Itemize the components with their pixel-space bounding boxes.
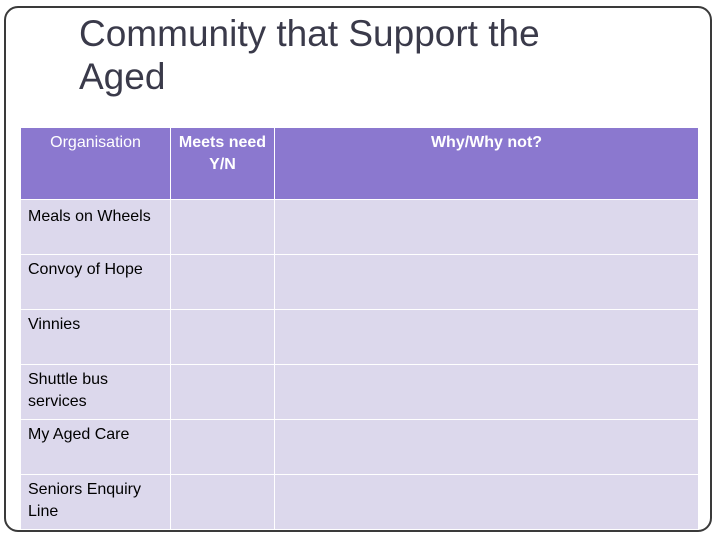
cell-meets-need[interactable] xyxy=(170,309,275,365)
title-line-1: Community that Support the xyxy=(79,13,540,54)
slide-frame xyxy=(4,6,712,532)
cell-meets-need[interactable] xyxy=(170,419,275,475)
table-header-row: Organisation Meets need Y/N Why/Why not? xyxy=(20,127,699,200)
header-why: Why/Why not? xyxy=(274,127,699,200)
header-meets-need: Meets need Y/N xyxy=(170,127,275,200)
cell-organisation: Convoy of Hope xyxy=(20,254,171,310)
cell-meets-need[interactable] xyxy=(170,199,275,255)
cell-organisation: Seniors Enquiry Line xyxy=(20,474,171,530)
cell-why[interactable] xyxy=(274,199,699,255)
cell-meets-need[interactable] xyxy=(170,254,275,310)
cell-why[interactable] xyxy=(274,419,699,475)
table-row: Convoy of Hope xyxy=(20,254,699,310)
cell-organisation: Shuttle bus services xyxy=(20,364,171,420)
cell-why[interactable] xyxy=(274,309,699,365)
table-row: Meals on Wheels xyxy=(20,199,699,255)
organisations-table: Organisation Meets need Y/N Why/Why not?… xyxy=(20,127,699,530)
table-row: Vinnies xyxy=(20,309,699,365)
cell-why[interactable] xyxy=(274,254,699,310)
cell-organisation: Meals on Wheels xyxy=(20,199,171,255)
cell-why[interactable] xyxy=(274,474,699,530)
table-row: My Aged Care xyxy=(20,419,699,475)
cell-organisation: My Aged Care xyxy=(20,419,171,475)
cell-meets-need[interactable] xyxy=(170,364,275,420)
table-row: Shuttle bus services xyxy=(20,364,699,420)
table-row: Seniors Enquiry Line xyxy=(20,474,699,530)
header-organisation: Organisation xyxy=(20,127,171,200)
slide-title: Community that Support the Aged xyxy=(79,12,540,98)
cell-organisation: Vinnies xyxy=(20,309,171,365)
cell-meets-need[interactable] xyxy=(170,474,275,530)
cell-why[interactable] xyxy=(274,364,699,420)
title-line-2: Aged xyxy=(79,56,166,97)
